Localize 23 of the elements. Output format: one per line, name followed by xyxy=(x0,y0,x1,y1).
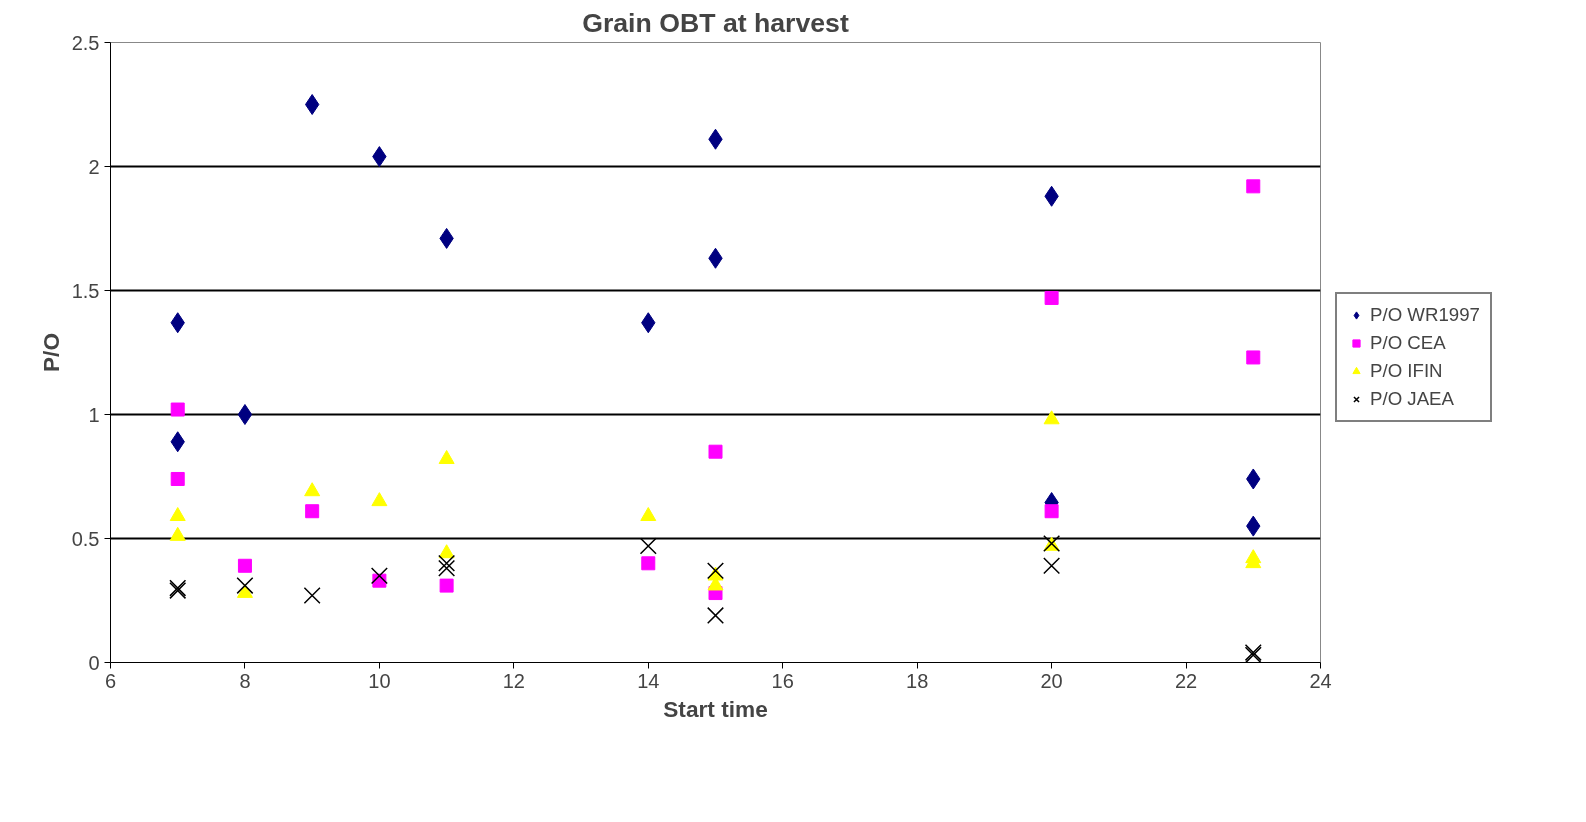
legend-label: P/O CEA xyxy=(1370,332,1446,354)
x-tick-label: 22 xyxy=(1174,669,1198,692)
x-tick-label: 18 xyxy=(906,669,929,692)
y-tick-label: 2 xyxy=(88,155,100,178)
legend-label: P/O WR1997 xyxy=(1370,304,1480,326)
x-tick-label: 12 xyxy=(502,669,525,692)
y-tick-label: 1.5 xyxy=(71,279,100,302)
y-tick-label: 2.5 xyxy=(71,31,100,54)
legend-label: P/O IFIN xyxy=(1370,360,1443,382)
y-axis-title: P/O xyxy=(37,332,64,373)
x-tick-label: 24 xyxy=(1309,669,1332,692)
x-tick-label: 20 xyxy=(1040,669,1063,692)
x-tick-label: 16 xyxy=(771,669,794,692)
x-tick-label: 6 xyxy=(104,669,117,692)
chart-title: Grain OBT at harvest xyxy=(582,7,849,38)
x-tick-label: 8 xyxy=(239,669,251,692)
y-tick-label: 0 xyxy=(88,651,100,674)
x-axis-title: Start time xyxy=(663,695,768,722)
x-tick-label: 14 xyxy=(637,669,660,692)
x-tick-label: 10 xyxy=(368,669,391,692)
y-tick-label: 1 xyxy=(88,403,100,426)
legend-label: P/O JAEA xyxy=(1370,388,1454,410)
y-tick-label: 0.5 xyxy=(71,527,100,550)
